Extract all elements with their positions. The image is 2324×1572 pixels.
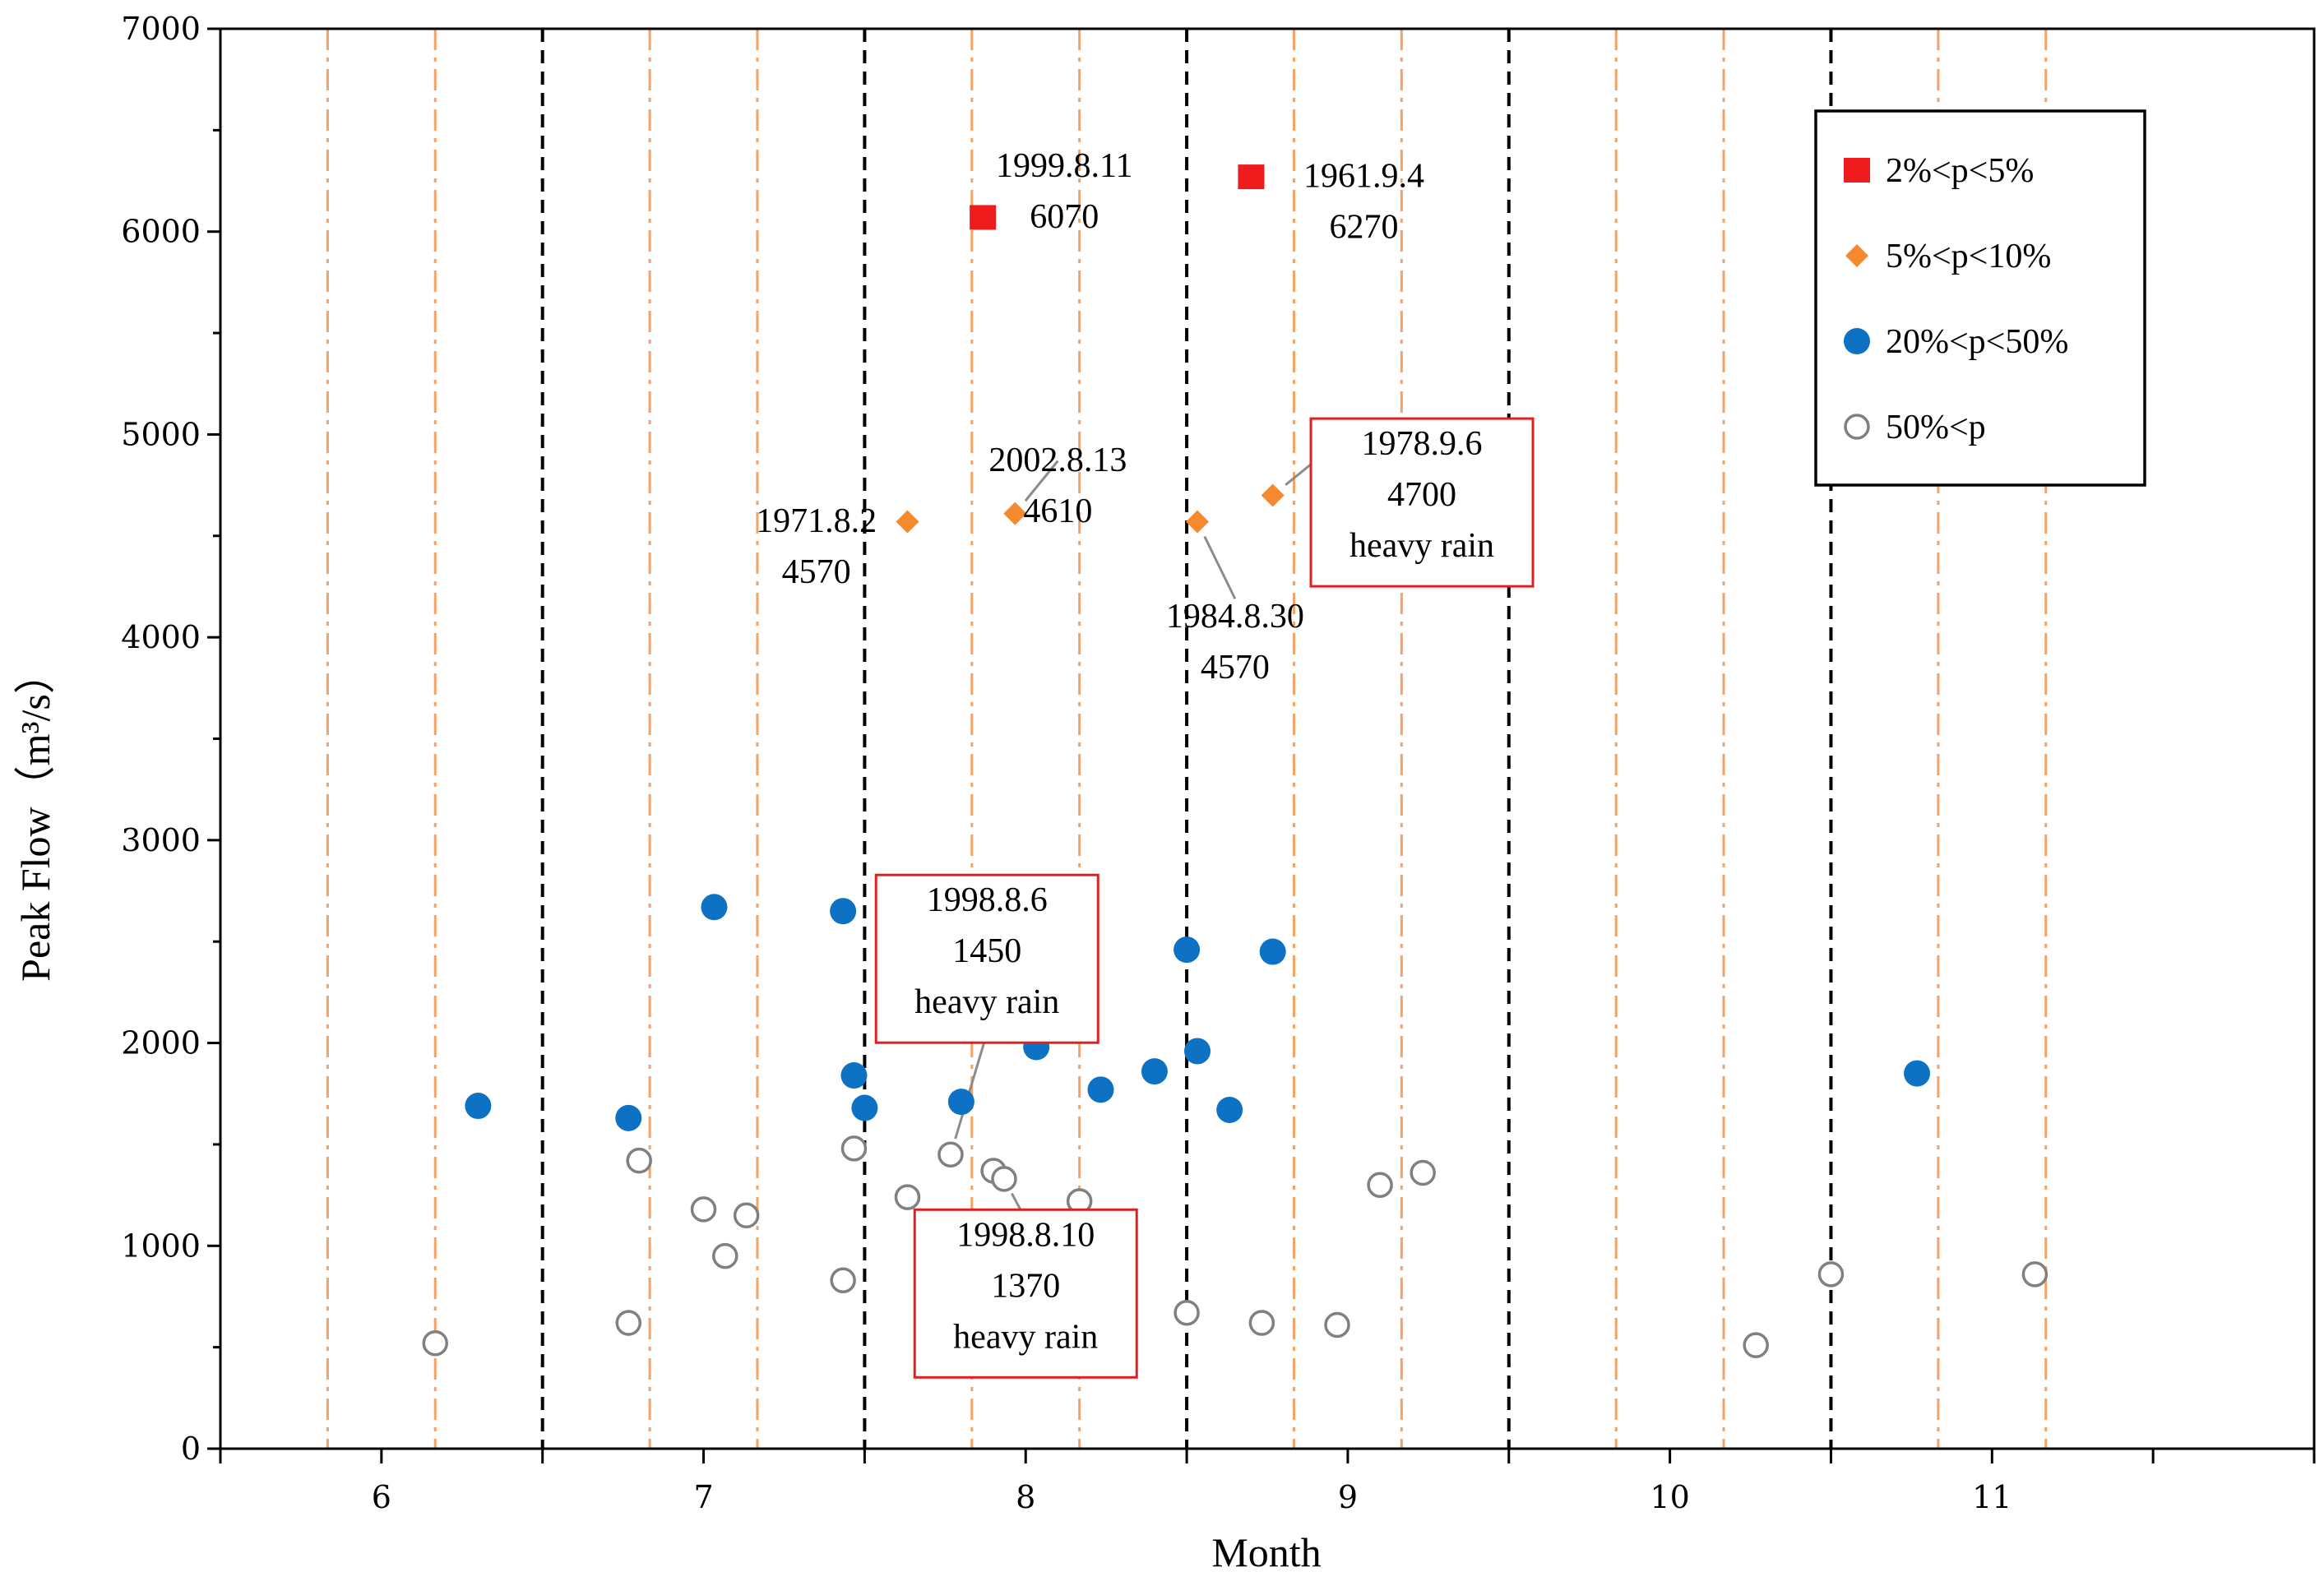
x-axis-title: Month bbox=[1211, 1529, 1321, 1572]
legend-label: 20%<p<50% bbox=[1886, 323, 2068, 361]
data-point-filled-circle bbox=[840, 1062, 868, 1089]
y-tick-label: 5000 bbox=[121, 416, 201, 452]
annotation-leader bbox=[954, 1032, 988, 1140]
annotation-label: heavy rain bbox=[953, 1318, 1098, 1356]
y-tick-label: 2000 bbox=[121, 1025, 201, 1061]
legend-label: 50%<p bbox=[1886, 409, 1986, 446]
data-point-open-circle bbox=[1174, 1299, 1200, 1326]
data-point-filled-circle bbox=[615, 1104, 642, 1131]
annotation-label: 1999.8.11 bbox=[996, 147, 1132, 185]
data-point-filled-circle bbox=[701, 894, 728, 921]
legend-label: 5%<p<10% bbox=[1886, 238, 2051, 275]
data-point-diamond bbox=[896, 510, 919, 534]
tick-labels: 0 1000 2000 3000 4000 5000 6000 7000 6 7 8 9 10 11 bbox=[121, 11, 2012, 1515]
annotation-label: 1971.8.2 bbox=[756, 502, 877, 540]
data-point-open-circle bbox=[1817, 1261, 1845, 1288]
data-point-diamond bbox=[1261, 483, 1285, 507]
axes bbox=[207, 27, 2316, 1463]
data-point-open-circle bbox=[830, 1267, 856, 1293]
legend-marker-diamond bbox=[1845, 244, 1868, 267]
annotation-label: 1370 bbox=[991, 1267, 1060, 1305]
data-point-filled-circle bbox=[1141, 1058, 1168, 1085]
x-tick-label: 10 bbox=[1650, 1479, 1689, 1515]
data-point-open-circle bbox=[733, 1202, 760, 1229]
data-point-filled-circle bbox=[1904, 1060, 1931, 1087]
data-point-open-circle bbox=[1324, 1311, 1350, 1339]
y-tick-label: 7000 bbox=[121, 11, 201, 47]
data-point-open-circle bbox=[422, 1329, 449, 1357]
annotation-box bbox=[874, 873, 1100, 1044]
data-point-open-circle bbox=[1410, 1159, 1436, 1186]
legend: 2%<p<5% 5%<p<10% 20%<p<50% 50%<p bbox=[1814, 109, 2146, 487]
annotation-label: 1450 bbox=[952, 932, 1021, 970]
annotation-label: 6270 bbox=[1330, 208, 1399, 246]
data-point-filled-circle bbox=[1184, 1038, 1211, 1065]
y-tick-label: 0 bbox=[181, 1431, 201, 1467]
data-point-square bbox=[970, 205, 997, 230]
data-point-open-circle bbox=[626, 1147, 652, 1174]
data-point-open-circle bbox=[690, 1196, 717, 1223]
annotation-label: 1961.9.4 bbox=[1303, 157, 1424, 195]
y-tick-label: 1000 bbox=[121, 1228, 201, 1264]
data-point-open-circle bbox=[712, 1242, 738, 1269]
data-point-filled-circle bbox=[1259, 938, 1286, 965]
annotation-label: 4610 bbox=[1023, 492, 1092, 530]
y-axis-title: Peak Flow（m³/s） bbox=[12, 653, 58, 982]
data-point-filled-circle bbox=[851, 1094, 878, 1121]
legend-marker-filled-circle bbox=[1844, 328, 1870, 354]
data-point-open-circle bbox=[840, 1135, 868, 1162]
annotation-label: heavy rain bbox=[1349, 527, 1494, 565]
data-point-open-circle bbox=[615, 1310, 642, 1336]
y-tick-label: 3000 bbox=[121, 822, 201, 858]
annotation-leader bbox=[1024, 460, 1059, 502]
annotation-label: 1998.8.6 bbox=[927, 881, 1048, 919]
annotations: 1999.8.11 6070 1961.9.4 6270 2002.8.13 4610 19… bbox=[756, 147, 1535, 1379]
annotation-label: 4700 bbox=[1387, 476, 1456, 514]
data-point-filled-circle bbox=[465, 1093, 492, 1120]
data-point-diamond bbox=[1186, 510, 1210, 534]
annotation-box bbox=[1309, 417, 1535, 588]
x-tick-label: 8 bbox=[1016, 1479, 1035, 1515]
annotation-box bbox=[913, 1208, 1138, 1379]
data-point-filled-circle bbox=[1174, 936, 1201, 964]
data-point-filled-circle bbox=[947, 1089, 975, 1116]
annotation-label: 1998.8.10 bbox=[956, 1216, 1095, 1254]
y-tick-label: 6000 bbox=[121, 214, 201, 250]
annotation-label: 4570 bbox=[782, 553, 851, 591]
x-tick-label: 11 bbox=[1972, 1479, 2012, 1515]
data-point-filled-circle bbox=[830, 898, 857, 925]
data-point-diamond bbox=[1003, 502, 1027, 525]
data-point-open-circle bbox=[894, 1184, 921, 1210]
data-point-open-circle bbox=[937, 1141, 964, 1168]
annotation-label: 2002.8.13 bbox=[988, 442, 1127, 479]
annotation-leader-lines bbox=[954, 451, 1326, 1220]
data-point-square bbox=[1238, 164, 1265, 190]
data-point-open-circle bbox=[991, 1166, 1017, 1192]
data-point-filled-circle bbox=[1216, 1096, 1243, 1123]
data-point-open-circle bbox=[1743, 1332, 1769, 1358]
legend-box bbox=[1814, 109, 2146, 487]
data-point-filled-circle bbox=[1087, 1076, 1114, 1103]
data-points bbox=[422, 164, 2049, 1358]
annotation-leader bbox=[1203, 535, 1237, 599]
y-tick-label: 4000 bbox=[121, 619, 201, 655]
annotation-label: 4570 bbox=[1201, 649, 1270, 687]
annotation-label: 1984.8.30 bbox=[1166, 598, 1304, 636]
x-tick-label: 9 bbox=[1338, 1479, 1358, 1515]
legend-marker-square bbox=[1844, 158, 1870, 183]
legend-marker-open-circle bbox=[1844, 414, 1870, 440]
legend-label: 2%<p<5% bbox=[1886, 152, 2034, 190]
annotation-label: 6070 bbox=[1030, 198, 1099, 236]
annotation-label: heavy rain bbox=[914, 983, 1059, 1021]
x-tick-label: 6 bbox=[372, 1479, 391, 1515]
data-point-open-circle bbox=[1248, 1310, 1275, 1336]
data-point-open-circle bbox=[2021, 1261, 2049, 1288]
data-point-open-circle bbox=[1367, 1172, 1393, 1199]
x-tick-label: 7 bbox=[693, 1479, 713, 1515]
annotation-label: 1978.9.6 bbox=[1362, 425, 1483, 463]
